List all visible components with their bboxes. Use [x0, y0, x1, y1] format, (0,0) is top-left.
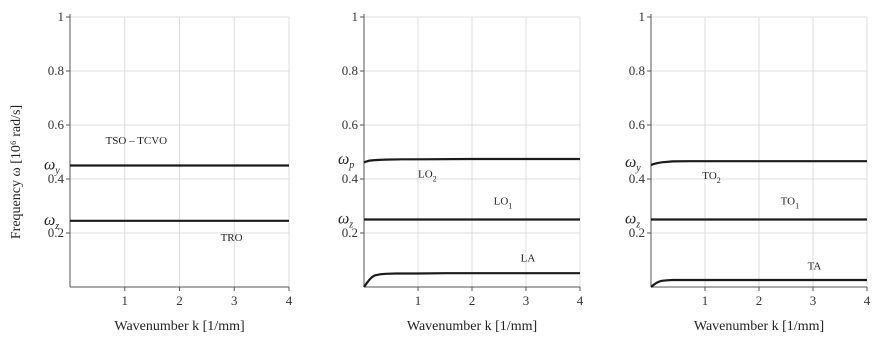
curve-annotation: TO1: [781, 196, 799, 211]
x-tick-label: 3: [523, 293, 530, 308]
y-tick-label: 0.2: [629, 225, 645, 240]
y-tick-label: 0.8: [629, 63, 645, 78]
y-tick-label: 0.2: [342, 225, 358, 240]
x-tick-label: 2: [756, 293, 763, 308]
curve-annotation: LO1: [494, 196, 513, 211]
curve-annotation: LO2: [418, 169, 437, 184]
x-tick-label: 3: [231, 293, 238, 308]
x-tick-label: 4: [577, 293, 584, 308]
y-tick-label: 1: [58, 9, 65, 24]
panel-3: 1 2 3 4 0.2 0.4 0.6 0.8 1 ωy ωz Wavenumber k [1/mm]…: [625, 9, 871, 334]
y-tick-label: 0.2: [48, 225, 64, 240]
panel-1: 1 2 3 4 0.2 0.4 0.6 0.8 1 ωy ωz Wavenumber k [1/mm]…: [44, 9, 293, 334]
omega-marker: ωy: [44, 157, 60, 177]
y-tick-label: 0.6: [48, 117, 65, 132]
curve-annotation: TO2: [702, 170, 720, 185]
y-tick-label: 0.4: [629, 171, 646, 186]
omega-marker: ωp: [338, 151, 354, 171]
series-line: [363, 272, 580, 288]
curve-annotation: TRO: [221, 232, 243, 244]
x-tick-label: 1: [415, 293, 422, 308]
y-tick-label: 0.8: [48, 63, 64, 78]
series-line: [650, 278, 867, 288]
series-line: [363, 157, 580, 164]
y-tick-label: 0.4: [48, 171, 65, 186]
x-axis-label: Wavenumber k [1/mm]: [407, 319, 537, 334]
x-tick-label: 4: [864, 293, 871, 308]
x-tick-label: 2: [176, 293, 183, 308]
curve-annotation: TSO – TCVO: [106, 135, 168, 147]
x-axis-label: Wavenumber k [1/mm]: [694, 319, 824, 334]
x-axis-label: Wavenumber k [1/mm]: [114, 319, 244, 334]
panel-2: 1 2 3 4 0.2 0.4 0.6 0.8 1 ωp ωz Wavenumber k [1/mm]…: [338, 9, 584, 334]
y-axis-label: Frequency ω [10⁶ rad/s]: [9, 105, 24, 239]
omega-marker: ωy: [625, 154, 641, 174]
y-tick-label: 0.6: [629, 117, 646, 132]
y-tick-label: 0.6: [342, 117, 359, 132]
series-line: [650, 160, 867, 167]
curve-annotation: LA: [521, 252, 536, 264]
x-tick-label: 1: [122, 293, 129, 308]
x-tick-label: 4: [286, 293, 293, 308]
y-tick-label: 1: [352, 9, 359, 24]
y-tick-label: 1: [639, 9, 646, 24]
x-tick-label: 2: [469, 293, 476, 308]
curve-annotation: TA: [808, 260, 822, 272]
y-tick-label: 0.4: [342, 171, 359, 186]
y-tick-label: 0.8: [342, 63, 358, 78]
x-tick-label: 3: [810, 293, 817, 308]
omega-marker: ωz: [338, 211, 353, 231]
x-tick-label: 1: [702, 293, 709, 308]
omega-marker: ωz: [44, 212, 59, 232]
omega-marker: ωz: [625, 211, 640, 231]
